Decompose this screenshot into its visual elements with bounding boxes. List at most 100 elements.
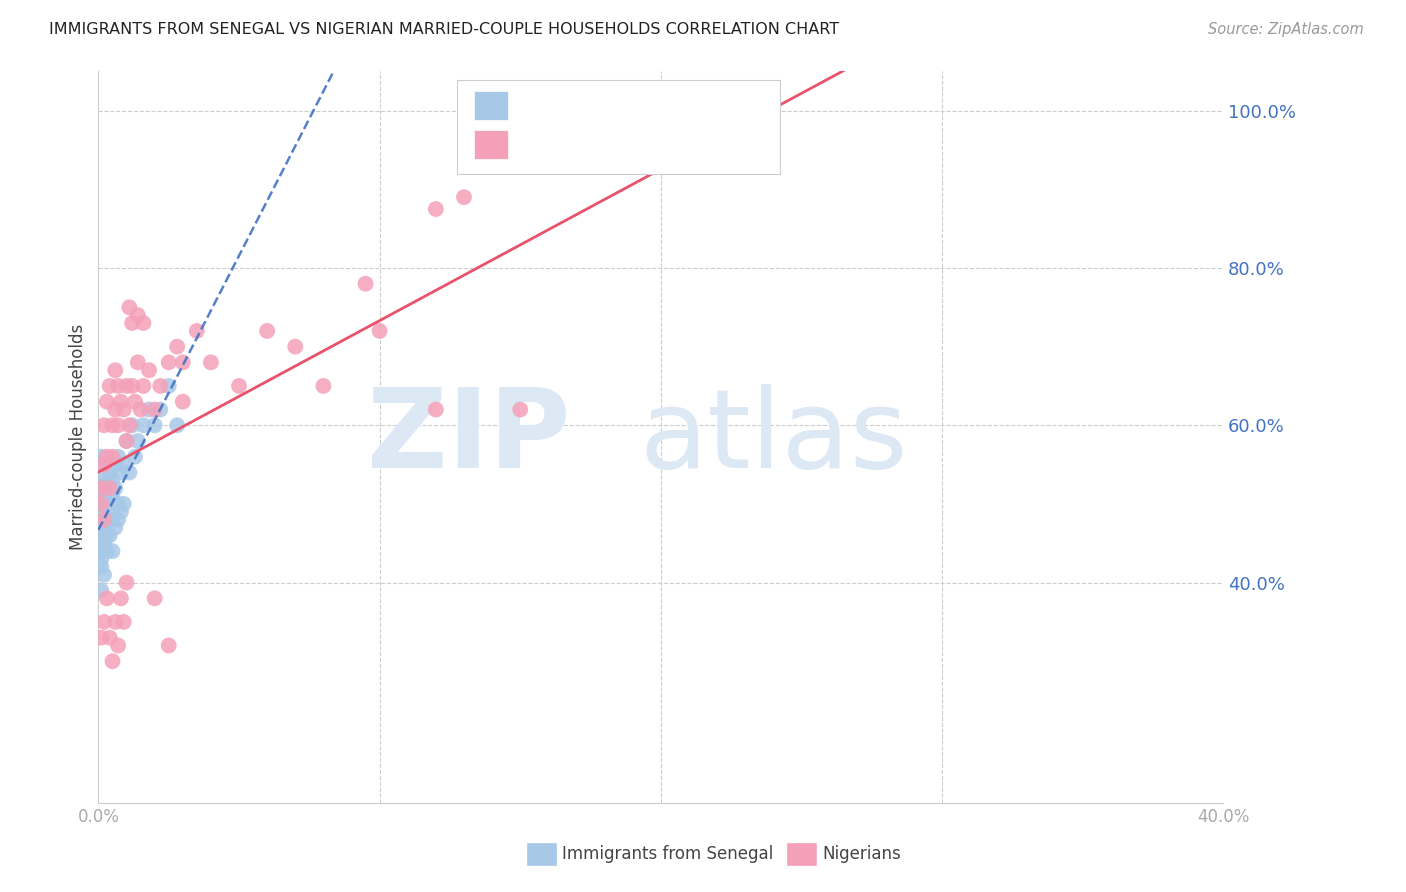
- Point: [98, 528, 121, 542]
- Point: [93, 536, 115, 550]
- Point: [453, 190, 475, 204]
- Point: [118, 466, 141, 480]
- Point: [115, 575, 138, 590]
- Point: [121, 316, 143, 330]
- Text: N =: N =: [602, 95, 654, 113]
- Point: [127, 355, 149, 369]
- Point: [96, 497, 118, 511]
- Point: [90, 559, 112, 574]
- Point: [110, 591, 132, 606]
- Point: [124, 394, 146, 409]
- Point: [101, 473, 124, 487]
- Point: [93, 520, 115, 534]
- Text: IMMIGRANTS FROM SENEGAL VS NIGERIAN MARRIED-COUPLE HOUSEHOLDS CORRELATION CHART: IMMIGRANTS FROM SENEGAL VS NIGERIAN MARR…: [49, 22, 839, 37]
- Point: [354, 277, 377, 291]
- Point: [98, 481, 121, 495]
- Point: [110, 394, 132, 409]
- Point: [228, 379, 250, 393]
- Point: [118, 418, 141, 433]
- Point: [93, 489, 115, 503]
- Point: [90, 528, 112, 542]
- Point: [312, 379, 335, 393]
- Text: 0.092: 0.092: [553, 95, 609, 113]
- Point: [90, 497, 112, 511]
- Point: [104, 458, 127, 472]
- Point: [115, 379, 138, 393]
- Point: [107, 450, 129, 464]
- Point: [101, 654, 124, 668]
- Point: [157, 379, 180, 393]
- Text: Nigerians: Nigerians: [823, 845, 901, 863]
- Y-axis label: Married-couple Households: Married-couple Households: [69, 324, 87, 550]
- Point: [93, 567, 115, 582]
- Point: [96, 450, 118, 464]
- Point: [96, 513, 118, 527]
- Point: [90, 450, 112, 464]
- Point: [98, 631, 121, 645]
- Point: [124, 450, 146, 464]
- Point: [90, 520, 112, 534]
- Point: [115, 434, 138, 448]
- Point: [509, 402, 531, 417]
- Point: [112, 458, 135, 472]
- Point: [110, 505, 132, 519]
- Point: [90, 544, 112, 558]
- Point: [143, 402, 166, 417]
- Point: [90, 583, 112, 598]
- Point: [93, 513, 115, 527]
- Point: [101, 513, 124, 527]
- Point: [132, 379, 155, 393]
- Point: [112, 615, 135, 629]
- Point: [96, 473, 118, 487]
- Point: [90, 473, 112, 487]
- Point: [129, 402, 152, 417]
- Point: [112, 402, 135, 417]
- Point: [186, 324, 208, 338]
- Point: [96, 544, 118, 558]
- Point: [138, 363, 160, 377]
- Point: [98, 379, 121, 393]
- Point: [98, 481, 121, 495]
- Point: [96, 591, 118, 606]
- Point: [132, 316, 155, 330]
- Point: [112, 497, 135, 511]
- Point: [90, 481, 112, 495]
- Point: [115, 434, 138, 448]
- Point: [256, 324, 278, 338]
- Point: [93, 481, 115, 495]
- Point: [96, 394, 118, 409]
- Text: R =: R =: [515, 95, 554, 113]
- Point: [90, 552, 112, 566]
- Point: [121, 379, 143, 393]
- Text: 0.231: 0.231: [553, 136, 609, 154]
- Point: [93, 615, 115, 629]
- Text: R =: R =: [515, 136, 554, 154]
- Text: 51: 51: [654, 95, 679, 113]
- Point: [127, 434, 149, 448]
- Text: atlas: atlas: [640, 384, 907, 491]
- Point: [104, 402, 127, 417]
- Point: [107, 379, 129, 393]
- Text: 58: 58: [654, 136, 679, 154]
- Point: [121, 418, 143, 433]
- Point: [104, 481, 127, 495]
- Text: ZIP: ZIP: [367, 384, 571, 491]
- Point: [132, 418, 155, 433]
- Point: [101, 544, 124, 558]
- Point: [200, 355, 222, 369]
- Point: [90, 497, 112, 511]
- Point: [93, 418, 115, 433]
- Point: [143, 418, 166, 433]
- Point: [90, 505, 112, 519]
- Point: [93, 513, 115, 527]
- Point: [284, 340, 307, 354]
- Point: [138, 402, 160, 417]
- Point: [101, 489, 124, 503]
- Point: [166, 340, 188, 354]
- Point: [157, 639, 180, 653]
- Point: [107, 513, 129, 527]
- Point: [118, 301, 141, 315]
- Point: [149, 379, 172, 393]
- Point: [110, 466, 132, 480]
- Point: [172, 355, 194, 369]
